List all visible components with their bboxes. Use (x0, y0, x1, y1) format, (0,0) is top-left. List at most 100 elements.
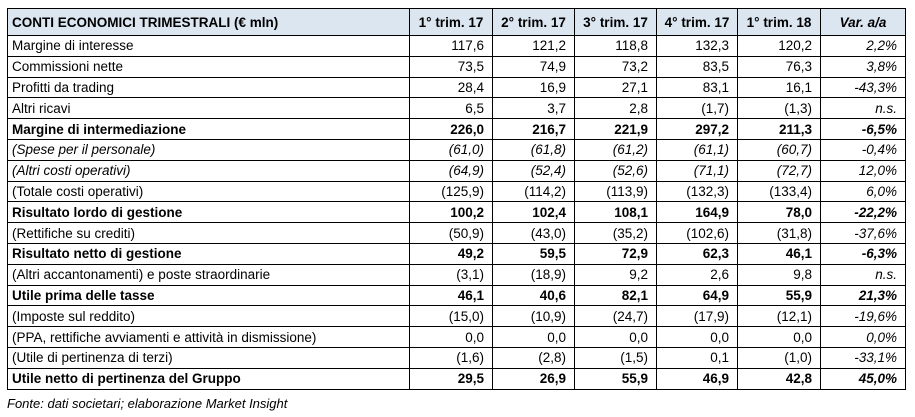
cell: 211,3 (737, 118, 821, 140)
cell: 164,9 (656, 201, 738, 224)
cell: 83,1 (656, 76, 738, 99)
cell: 49,2 (409, 242, 493, 265)
cell: (50,9) (409, 222, 493, 244)
cell: -37,6% (820, 222, 906, 244)
cell: 118,8 (574, 35, 657, 57)
table-row: Utile netto di pertinenza del Gruppo 29,5… (7, 367, 906, 390)
cell: 0,0% (820, 326, 906, 348)
cell: (1,0) (737, 346, 821, 369)
cell: 297,2 (656, 118, 738, 140)
table-row: Profitti da trading 28,4 16,9 27,1 83,1 16,1-… (7, 76, 906, 99)
table-row: Risultato lordo di gestione 100,2 102,4 108… (7, 201, 906, 224)
cell: 78,0 (737, 201, 821, 224)
cell: 62,3 (656, 242, 738, 265)
cell: 16,1 (737, 76, 821, 99)
cell: 21,3% (820, 284, 906, 307)
cell: 74,9 (492, 55, 575, 78)
header-row: CONTI ECONOMICI TRIMESTRALI (€ mln) 1° tr… (7, 8, 906, 36)
table-row: (Spese per il personale) (61,0) (61,8) (61,… (7, 138, 906, 161)
cell: 221,9 (574, 118, 657, 140)
cell: 102,4 (492, 201, 575, 224)
row-label: (Spese per il personale) (7, 138, 410, 161)
table-row: Utile prima delle tasse 46,1 40,6 82,1 64,9 5… (7, 284, 906, 307)
cell: 64,9 (656, 284, 738, 307)
cell: (31,8) (737, 222, 821, 244)
cell: 45,0% (820, 367, 906, 390)
cell: 0,0 (656, 326, 738, 348)
cell: 0,0 (409, 326, 493, 348)
cell: -33,1% (820, 346, 906, 369)
cell: (1,3) (737, 97, 821, 120)
cell: 120,2 (737, 35, 821, 57)
cell: n.s. (820, 97, 906, 120)
cell: 6,0% (820, 180, 906, 203)
table-row: Margine di intermediazione 226,0 216,7 221,… (7, 118, 906, 140)
row-label: Utile netto di pertinenza del Gruppo (7, 367, 410, 390)
cell: 72,9 (574, 242, 657, 265)
table-body: CONTI ECONOMICI TRIMESTRALI (€ mln) 1° tr… (7, 8, 906, 390)
cell: (61,8) (492, 138, 575, 161)
table-row: Altri ricavi 6,5 3,7 2,8 (1,7) (1,3) n.s. (7, 97, 906, 120)
income-table: CONTI ECONOMICI TRIMESTRALI (€ mln) 1° tr… (7, 8, 906, 390)
cell: 73,2 (574, 55, 657, 78)
cell: (2,8) (492, 346, 575, 369)
cell: (1,5) (574, 346, 657, 369)
cell: 83,5 (656, 55, 738, 78)
cell: (113,9) (574, 180, 657, 203)
cell: (133,4) (737, 180, 821, 203)
cell: (114,2) (492, 180, 575, 203)
cell: (3,1) (409, 263, 493, 286)
header-cell: CONTI ECONOMICI TRIMESTRALI (€ mln) (7, 8, 410, 36)
row-label: Altri ricavi (7, 97, 410, 120)
cell: (125,9) (409, 180, 493, 203)
cell: -6,3% (820, 242, 906, 265)
cell: 108,1 (574, 201, 657, 224)
cell: 29,5 (409, 367, 493, 390)
row-label: Utile prima delle tasse (7, 284, 410, 307)
cell: (52,6) (574, 159, 657, 182)
row-label: Margine di intermediazione (7, 118, 410, 140)
cell: 0,0 (492, 326, 575, 348)
cell: 12,0% (820, 159, 906, 182)
cell: (61,0) (409, 138, 493, 161)
cell: 9,2 (574, 263, 657, 286)
table-row: (Utile di pertinenza di terzi) (1,6) (2,8)… (7, 346, 906, 369)
cell: 2,8 (574, 97, 657, 120)
cell: (15,0) (409, 305, 493, 328)
cell: 59,5 (492, 242, 575, 265)
cell: 117,6 (409, 35, 493, 57)
header-cell: 3° trim. 17 (574, 8, 657, 36)
row-label: Profitti da trading (7, 76, 410, 99)
table-row: Commissioni nette 73,5 74,9 73,2 83,5 76,3 3,8… (7, 55, 906, 78)
cell: 46,9 (656, 367, 738, 390)
cell: 6,5 (409, 97, 493, 120)
cell: 9,8 (737, 263, 821, 286)
table-row: (Rettifiche su crediti) (50,9) (43,0) (35,2… (7, 222, 906, 244)
header-cell: 2° trim. 17 (492, 8, 575, 36)
cell: -0,4% (820, 138, 906, 161)
table-row: (Altri accantonamenti) e poste straordin… (7, 263, 906, 286)
cell: 55,9 (737, 284, 821, 307)
row-label: (Totale costi operativi) (7, 180, 410, 203)
cell: 3,7 (492, 97, 575, 120)
header-cell: Var. a/a (820, 8, 906, 36)
cell: (35,2) (574, 222, 657, 244)
header-cell: 1° trim. 17 (409, 8, 493, 36)
cell: (52,4) (492, 159, 575, 182)
table-row: (Imposte sul reddito) (15,0) (10,9) (24,7)(… (7, 305, 906, 328)
cell: 46,1 (409, 284, 493, 307)
row-label: (Altri accantonamenti) e poste straordin… (7, 263, 410, 286)
row-label: (PPA, rettifiche avviamenti e attività i… (7, 326, 410, 348)
cell: (61,2) (574, 138, 657, 161)
cell: 2,6 (656, 263, 738, 286)
cell: 40,6 (492, 284, 575, 307)
cell: (102,6) (656, 222, 738, 244)
cell: -19,6% (820, 305, 906, 328)
cell: (1,7) (656, 97, 738, 120)
cell: (64,9) (409, 159, 493, 182)
table-row: (Altri costi operativi) (64,9) (52,4) (52,6… (7, 159, 906, 182)
table-row: Risultato netto di gestione 49,2 59,5 72,9 6… (7, 242, 906, 265)
cell: 82,1 (574, 284, 657, 307)
row-label: (Imposte sul reddito) (7, 305, 410, 328)
